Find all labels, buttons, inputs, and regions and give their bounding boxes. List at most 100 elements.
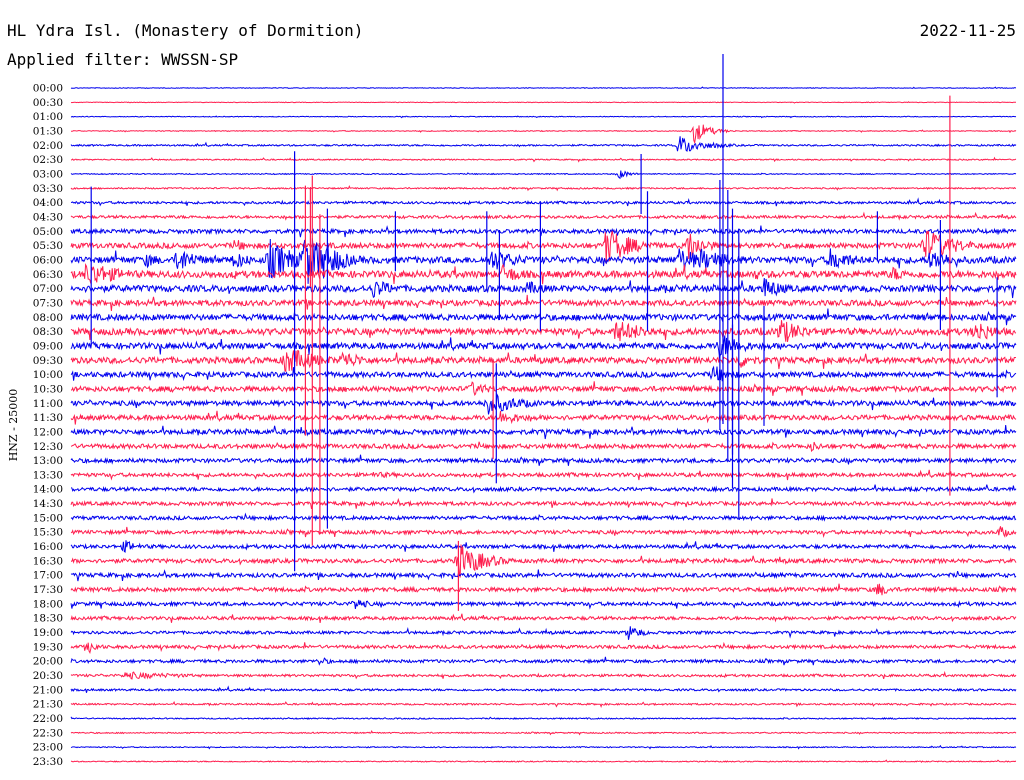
time-tick-label: 21:00 (33, 684, 63, 696)
trace-line (70, 349, 1017, 373)
time-tick-label: 10:00 (33, 369, 63, 381)
time-tick-label: 07:30 (33, 297, 63, 309)
trace-line (70, 469, 1017, 481)
trace-line (70, 262, 1017, 285)
trace-line (70, 410, 1017, 425)
trace-line (70, 320, 1017, 342)
time-tick-label: 12:30 (33, 441, 63, 453)
trace-line (70, 86, 1017, 89)
time-tick-label: 01:00 (33, 111, 63, 123)
trace-line (70, 497, 1017, 510)
time-tick-label: 07:00 (33, 283, 63, 295)
time-tick-label: 08:00 (33, 312, 63, 324)
time-tick-label: 19:30 (33, 641, 63, 653)
time-tick-label: 17:00 (33, 570, 63, 582)
trace-line (70, 641, 1017, 654)
time-tick-label: 06:00 (33, 254, 63, 266)
trace-line (70, 569, 1017, 582)
trace-line (70, 365, 1017, 382)
time-tick-label: 15:00 (33, 512, 63, 524)
channel-axis-label: HNZ - 25000 (7, 389, 20, 462)
trace-line (70, 211, 1017, 221)
trace-line (70, 729, 1017, 736)
trace-line (70, 441, 1017, 453)
time-tick-label: 11:30 (33, 412, 63, 424)
time-tick-label: 04:30 (33, 211, 63, 223)
trace-line (70, 744, 1017, 750)
time-tick-label: 18:30 (33, 613, 63, 625)
trace-line (70, 540, 1017, 553)
trace-line (70, 583, 1017, 596)
plot-date: 2022-11-25 (920, 21, 1016, 40)
filter-label: Applied filter: WWSSN-SP (7, 50, 238, 69)
trace-line (70, 115, 1017, 119)
station-title: HL Ydra Isl. (Monastery of Dormition) (7, 21, 363, 40)
trace-line (70, 599, 1017, 610)
trace-line (70, 308, 1017, 326)
time-tick-label: 14:30 (33, 498, 63, 510)
trace-line (70, 230, 1017, 264)
trace-line (70, 670, 1017, 680)
time-tick-label: 11:00 (33, 398, 63, 410)
time-tick-label: 20:00 (33, 656, 63, 668)
trace-line (70, 685, 1017, 693)
trace-line (70, 700, 1017, 708)
trace-line (70, 335, 1017, 359)
trace-line (70, 526, 1017, 538)
time-tick-label: 13:30 (33, 469, 63, 481)
trace-line (70, 381, 1017, 397)
time-tick-label: 02:00 (33, 140, 63, 152)
time-tick-label: 22:00 (33, 713, 63, 725)
trace-line (70, 185, 1017, 192)
time-tick-label: 06:30 (33, 269, 63, 281)
trace-line (70, 656, 1017, 666)
time-tick-label: 09:00 (33, 340, 63, 352)
time-tick-label: 05:30 (33, 240, 63, 252)
time-tick-label: 03:30 (33, 183, 63, 195)
time-tick-label: 16:30 (33, 555, 63, 567)
trace-line (70, 294, 1017, 311)
trace-line (70, 484, 1017, 494)
time-tick-label: 09:30 (33, 355, 63, 367)
time-tick-label: 12:00 (33, 426, 63, 438)
trace-line (70, 277, 1017, 299)
tick-labels: 00:00 00:30 01:00 01:30 02:00 02:30 03:00 03:30… (33, 83, 63, 769)
trace-line (70, 136, 1017, 152)
time-tick-label: 08:30 (33, 326, 63, 338)
trace-line (70, 759, 1017, 764)
trace-line (70, 512, 1017, 522)
trace-line (70, 392, 1017, 415)
time-tick-label: 15:30 (33, 527, 63, 539)
time-tick-label: 23:30 (33, 756, 63, 768)
time-tick-label: 23:00 (33, 742, 63, 754)
time-tick-label: 20:30 (33, 670, 63, 682)
time-tick-label: 22:30 (33, 727, 63, 739)
trace-line (70, 454, 1017, 466)
time-tick-label: 03:00 (33, 168, 63, 180)
time-tick-label: 01:30 (33, 125, 63, 137)
time-tick-label: 05:00 (33, 226, 63, 238)
trace-line (70, 613, 1017, 623)
time-tick-label: 10:30 (33, 383, 63, 395)
trace-line (70, 197, 1017, 207)
trace-line (70, 225, 1017, 238)
time-tick-label: 21:30 (33, 699, 63, 711)
time-tick-label: 04:00 (33, 197, 63, 209)
time-tick-label: 02:30 (33, 154, 63, 166)
time-tick-label: 18:00 (33, 598, 63, 610)
time-tick-label: 00:00 (33, 83, 63, 95)
time-tick-label: 16:00 (33, 541, 63, 553)
time-tick-label: 19:00 (33, 627, 63, 639)
trace-line (71, 544, 1017, 578)
trace-line (70, 170, 1017, 180)
trace-line (70, 101, 1016, 104)
time-tick-label: 17:30 (33, 584, 63, 596)
trace-line (70, 626, 1017, 640)
trace-line (70, 156, 1017, 163)
time-tick-label: 14:00 (33, 484, 63, 496)
trace-line (70, 238, 1017, 284)
time-tick-label: 00:30 (33, 97, 63, 109)
trace-line (70, 716, 1017, 720)
trace-group (70, 54, 1017, 764)
